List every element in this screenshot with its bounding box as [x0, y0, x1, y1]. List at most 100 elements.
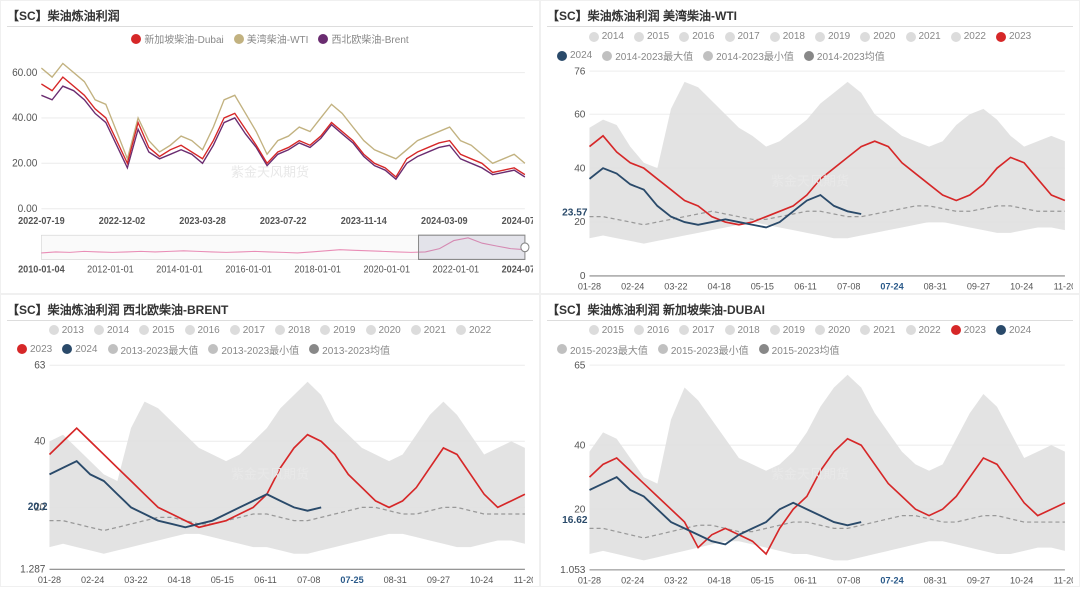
svg-text:20: 20 — [574, 217, 586, 228]
svg-text:20.00: 20.00 — [12, 157, 37, 170]
chart-area: 紫金天风期货1.28720406320.201-2802-2403-2204-1… — [7, 361, 533, 586]
legend-item: 2014-2023最小值 — [703, 48, 794, 63]
svg-text:05-15: 05-15 — [751, 281, 774, 291]
svg-text:05-15: 05-15 — [211, 574, 234, 584]
svg-text:2024-03-09: 2024-03-09 — [421, 216, 468, 227]
chart-legend: 2015201620172018201920202021202220232024 — [547, 323, 1073, 340]
legend-swatch — [634, 32, 644, 42]
chart-title: 【SC】柴油炼油利润 美湾柴油-WTI — [547, 5, 1073, 27]
legend-item: 2014-2023最大值 — [602, 48, 693, 63]
svg-text:11-20: 11-20 — [1054, 575, 1073, 585]
svg-text:07-08: 07-08 — [297, 574, 320, 584]
legend-item: 2016 — [634, 325, 669, 336]
svg-text:04-18: 04-18 — [708, 575, 731, 585]
legend-item: 2014 — [94, 325, 129, 336]
svg-text:65: 65 — [574, 361, 586, 371]
svg-text:2018-01-01: 2018-01-01 — [294, 264, 341, 275]
legend-label: 2018 — [288, 325, 310, 336]
legend-item: 2022 — [906, 325, 941, 336]
svg-text:2020-01-01: 2020-01-01 — [363, 264, 410, 275]
legend-swatch — [860, 325, 870, 335]
legend-swatch — [411, 325, 421, 335]
chart-area: 紫金天风期货02040607623.5701-2802-2403-2204-18… — [547, 67, 1073, 293]
svg-text:76: 76 — [574, 67, 586, 77]
legend-swatch — [815, 32, 825, 42]
svg-text:2014-01-01: 2014-01-01 — [156, 264, 203, 275]
svg-text:2016-01-01: 2016-01-01 — [225, 264, 272, 275]
legend-item: 2024 — [62, 342, 97, 357]
legend-item: 新加坡柴油-Dubai — [131, 31, 223, 46]
svg-text:01-28: 01-28 — [38, 574, 61, 584]
legend-item: 2013-2023最小值 — [208, 342, 299, 357]
legend-item: 2023 — [951, 325, 986, 336]
dashboard-grid: 【SC】柴油炼油利润新加坡柴油-Dubai美湾柴油-WTI西北欧柴油-Brent… — [0, 0, 1080, 572]
svg-text:2023-03-28: 2023-03-28 — [179, 216, 226, 227]
legend-label: 2014-2023最小值 — [716, 48, 794, 63]
legend-item: 2019 — [320, 325, 355, 336]
svg-text:08-31: 08-31 — [924, 575, 947, 585]
legend-label: 2017 — [738, 31, 760, 42]
svg-text:01-28: 01-28 — [578, 281, 601, 291]
legend-swatch — [320, 325, 330, 335]
legend-item: 2018 — [770, 31, 805, 42]
legend-label: 2015-2023均值 — [772, 342, 840, 357]
svg-text:07-08: 07-08 — [837, 281, 860, 291]
legend-swatch — [94, 325, 104, 335]
legend-swatch — [906, 32, 916, 42]
legend-label: 2015-2023最大值 — [570, 342, 648, 357]
chart-legend: 2023 2024 2013-2023最大值 2013-2023最小值 2013-202… — [7, 340, 533, 361]
legend-swatch — [679, 325, 689, 335]
legend-item: 2014 — [589, 31, 624, 42]
legend-swatch — [951, 325, 961, 335]
legend-item: 2021 — [411, 325, 446, 336]
legend-label: 2019 — [828, 31, 850, 42]
svg-text:1.287: 1.287 — [20, 564, 45, 575]
svg-text:06-11: 06-11 — [794, 281, 817, 291]
svg-text:10-24: 10-24 — [470, 574, 493, 584]
svg-text:07-24: 07-24 — [880, 575, 904, 585]
svg-text:07-24: 07-24 — [880, 281, 904, 291]
svg-text:01-28: 01-28 — [578, 575, 601, 585]
legend-label: 2013-2023最小值 — [221, 342, 299, 357]
legend-item: 2013-2023最大值 — [108, 342, 199, 357]
legend-label: 2014 — [602, 31, 624, 42]
legend-swatch — [804, 51, 814, 61]
legend-item: 2015-2023均值 — [759, 342, 840, 357]
legend-swatch — [366, 325, 376, 335]
legend-label: 2018 — [783, 31, 805, 42]
legend-item: 西北欧柴油-Brent — [318, 31, 408, 46]
legend-label: 2017 — [692, 325, 714, 336]
svg-text:2024-07-25: 2024-07-25 — [502, 264, 533, 275]
svg-text:0.00: 0.00 — [18, 203, 38, 216]
chart-legend: 2013201420152016201720182019202020212022 — [7, 323, 533, 340]
legend-label: 新加坡柴油-Dubai — [144, 31, 223, 46]
legend-item: 2022 — [951, 31, 986, 42]
panel-tl: 【SC】柴油炼油利润新加坡柴油-Dubai美湾柴油-WTI西北欧柴油-Brent… — [0, 0, 540, 294]
legend-label: 2023 — [30, 344, 52, 355]
legend-label: 2016 — [647, 325, 669, 336]
chart-area: 紫金天风期货1.05320406516.6201-2802-2403-2204-… — [547, 361, 1073, 586]
legend-swatch — [860, 32, 870, 42]
svg-text:03-22: 03-22 — [664, 575, 687, 585]
svg-text:20: 20 — [574, 504, 586, 515]
legend-item: 2015 — [139, 325, 174, 336]
svg-text:07-08: 07-08 — [837, 575, 860, 585]
legend-label: 2021 — [424, 325, 446, 336]
legend-swatch — [589, 325, 599, 335]
legend-swatch — [456, 325, 466, 335]
legend-label: 2020 — [828, 325, 850, 336]
panel-tr: 【SC】柴油炼油利润 美湾柴油-WTI201420152016201720182… — [540, 0, 1080, 294]
legend-label: 2013-2023均值 — [322, 342, 390, 357]
svg-text:06-11: 06-11 — [794, 575, 817, 585]
legend-swatch — [185, 325, 195, 335]
legend-item: 2022 — [456, 325, 491, 336]
legend-swatch — [770, 32, 780, 42]
legend-item: 美湾柴油-WTI — [234, 31, 309, 46]
legend-item: 2020 — [860, 31, 895, 42]
legend-item: 2015-2023最大值 — [557, 342, 648, 357]
svg-text:2022-01-01: 2022-01-01 — [433, 264, 480, 275]
legend-swatch — [108, 344, 118, 354]
legend-swatch — [703, 51, 713, 61]
legend-swatch — [208, 344, 218, 354]
legend-item: 2016 — [679, 31, 714, 42]
